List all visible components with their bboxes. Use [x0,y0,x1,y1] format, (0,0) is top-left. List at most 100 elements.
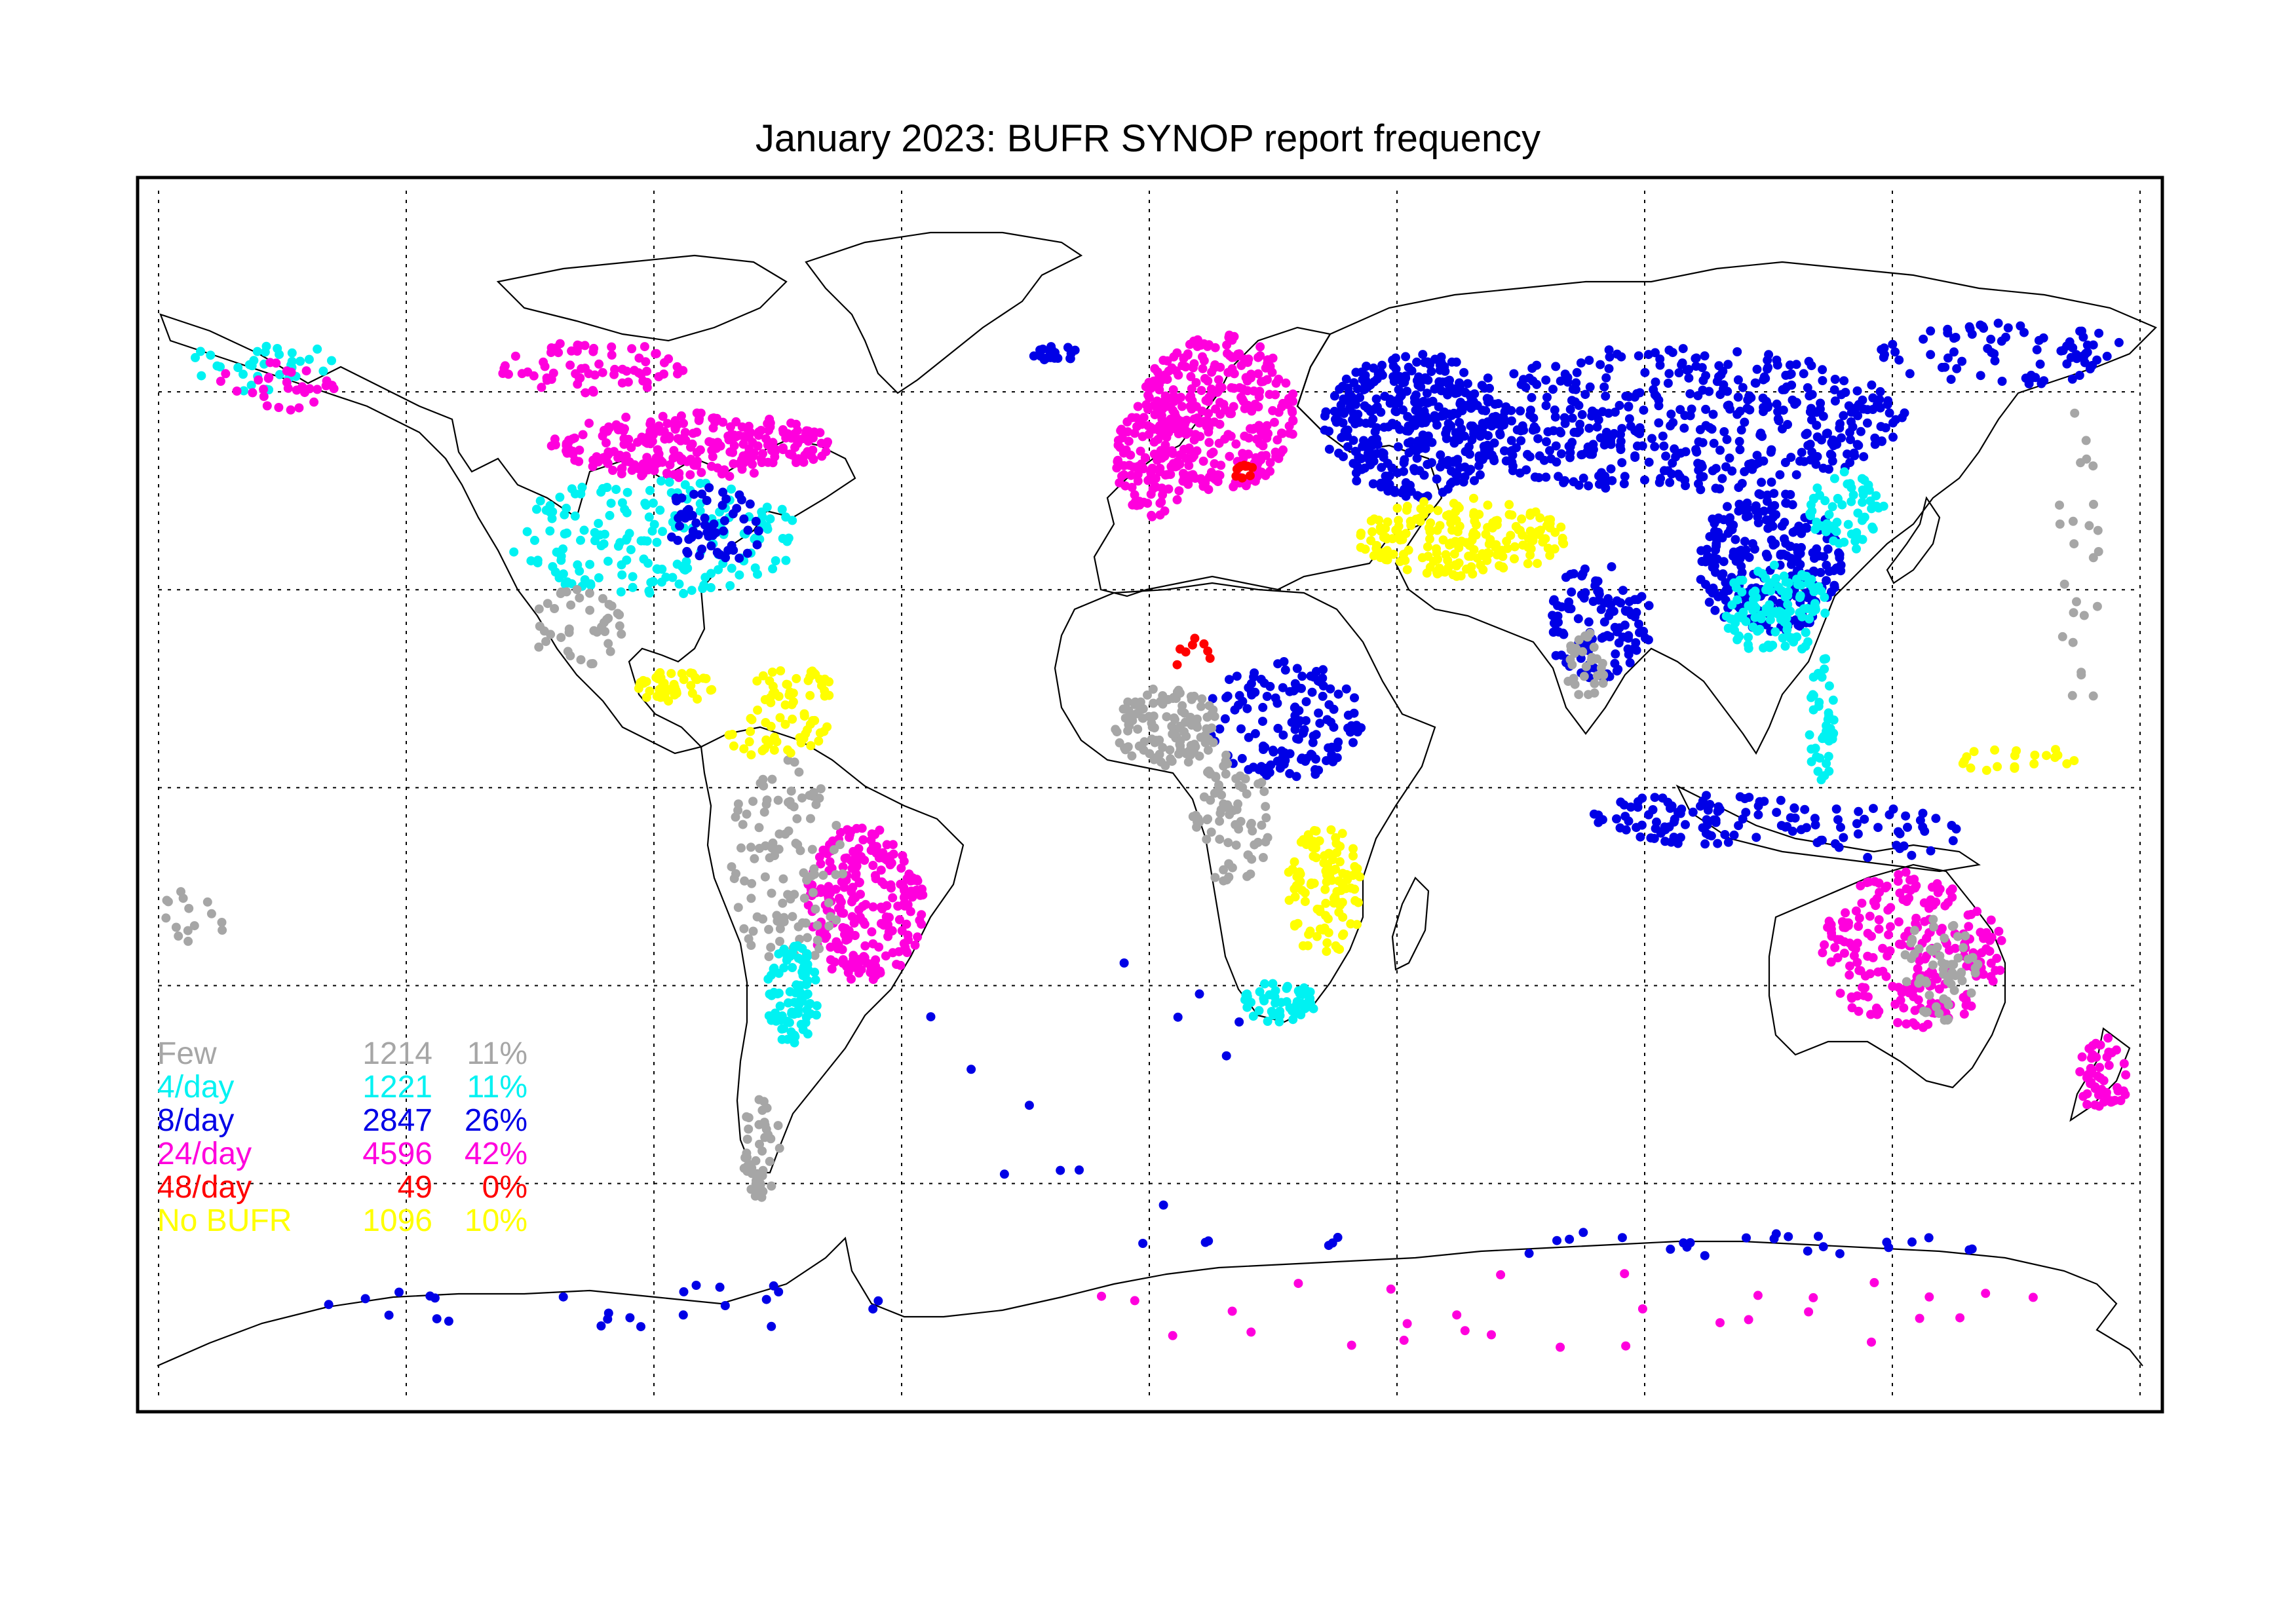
station-dot-eight-day [697,489,707,499]
station-dot-eight-day [1693,459,1703,468]
station-dot-eight-day [1393,442,1403,452]
station-dot-few [615,621,624,631]
station-dot-twentyfour-day [1981,1289,1991,1298]
station-dot-no-bufr [2050,753,2060,763]
station-dot-eight-day [1237,753,1247,763]
station-dot-few [795,846,805,856]
station-dot-four-day [725,581,735,590]
station-dot-four-day [545,526,555,536]
station-dot-four-day [1801,628,1810,637]
station-dot-eight-day [1652,817,1661,827]
station-dot-eight-day [868,1304,878,1314]
station-dot-eight-day [683,548,693,558]
station-dot-eight-day [1651,377,1660,387]
station-dot-eight-day [1565,1234,1575,1244]
station-dot-few [1566,641,1576,651]
station-dot-no-bufr [782,680,792,690]
station-dot-few [1947,968,1957,977]
station-dot-no-bufr [1469,527,1478,537]
station-dot-eight-day [751,516,761,526]
station-dot-twentyfour-day [565,360,575,370]
station-dot-few [1253,837,1263,847]
station-dot-twentyfour-day [1883,951,1892,961]
station-dot-no-bufr [757,746,767,755]
station-dot-eight-day [1775,599,1784,608]
station-dot-four-day [799,963,809,973]
station-dot-twentyfour-day [282,366,292,376]
station-dot-twentyfour-day [892,960,902,970]
station-dot-twentyfour-day [1267,368,1277,377]
station-dot-eight-day [1675,472,1685,482]
station-dot-eight-day [1463,379,1472,388]
station-dot-few [764,924,774,934]
station-dot-no-bufr [767,668,777,677]
station-dot-eight-day [1236,724,1246,734]
station-dot-four-day [1799,604,1809,614]
legend-count: 1214 [362,1036,432,1071]
station-dot-twentyfour-day [1155,464,1165,473]
station-dot-four-day [558,569,568,579]
station-dot-few [1149,711,1158,721]
station-dot-no-bufr [1304,930,1314,939]
station-dot-twentyfour-day [578,430,588,440]
station-dot-eight-day [1652,392,1662,402]
station-dot-twentyfour-day [259,385,269,394]
station-dot-eight-day [1660,825,1670,835]
station-dot-few [748,926,758,936]
station-dot-eight-day [711,528,721,538]
station-dot-eight-day [1967,1244,1977,1254]
station-dot-few [1175,740,1185,749]
station-dot-eight-day [1806,407,1815,417]
station-dot-eight-day [1853,829,1863,839]
station-dot-twentyfour-day [572,347,582,356]
station-dot-few [813,920,822,930]
station-dot-four-day [602,483,612,492]
station-dot-eight-day [1772,808,1782,818]
station-dot-twentyfour-day [1204,472,1214,482]
station-dot-eight-day [1617,424,1627,434]
station-dot-eight-day [1759,456,1769,466]
station-dot-eight-day [1495,430,1505,440]
station-dot-eight-day [1696,485,1706,495]
station-dot-eight-day [1516,406,1525,416]
station-dot-eight-day [1411,390,1421,400]
station-dot-eight-day [767,1321,776,1331]
station-dot-eight-day [1314,708,1324,718]
station-dot-eight-day [1753,801,1763,811]
station-dot-few [1147,734,1157,744]
station-dot-eight-day [1620,472,1630,482]
station-dot-eight-day [1425,360,1435,369]
station-dot-few [1248,826,1257,836]
station-dot-twentyfour-day [1902,1019,1911,1029]
station-dot-four-day [1815,753,1825,763]
station-dot-eight-day [1862,418,1872,428]
station-dot-four-day [1248,1011,1258,1021]
station-dot-twentyfour-day [1162,432,1172,442]
station-dot-few [566,600,576,610]
station-dot-twentyfour-day [1244,433,1253,443]
station-dot-few [1231,840,1241,850]
station-dot-twentyfour-day [1276,428,1286,438]
station-dot-twentyfour-day [893,901,903,911]
station-dot-twentyfour-day [1210,417,1219,427]
station-dot-no-bufr [1406,516,1415,526]
station-dot-eight-day [1455,399,1465,409]
station-dot-few [1257,820,1267,830]
station-dot-eight-day [737,495,746,504]
station-dot-no-bufr [1369,514,1379,524]
station-dot-twentyfour-day [262,401,272,411]
station-dot-twentyfour-day [1252,434,1261,444]
station-dot-eight-day [1858,395,1867,405]
station-dot-few [602,614,611,624]
station-dot-eight-day [1390,487,1400,497]
station-dot-twentyfour-day [889,849,898,859]
station-dot-few [1219,865,1229,875]
station-dot-eight-day [1519,425,1529,435]
legend-label: 8/day [157,1103,235,1138]
station-dot-four-day [1809,494,1818,504]
station-dot-eight-day [1639,406,1649,415]
station-dot-eight-day [1318,673,1328,683]
station-dot-few [1233,799,1243,809]
station-dot-no-bufr [1545,550,1555,560]
station-dot-eight-day [1827,438,1837,448]
